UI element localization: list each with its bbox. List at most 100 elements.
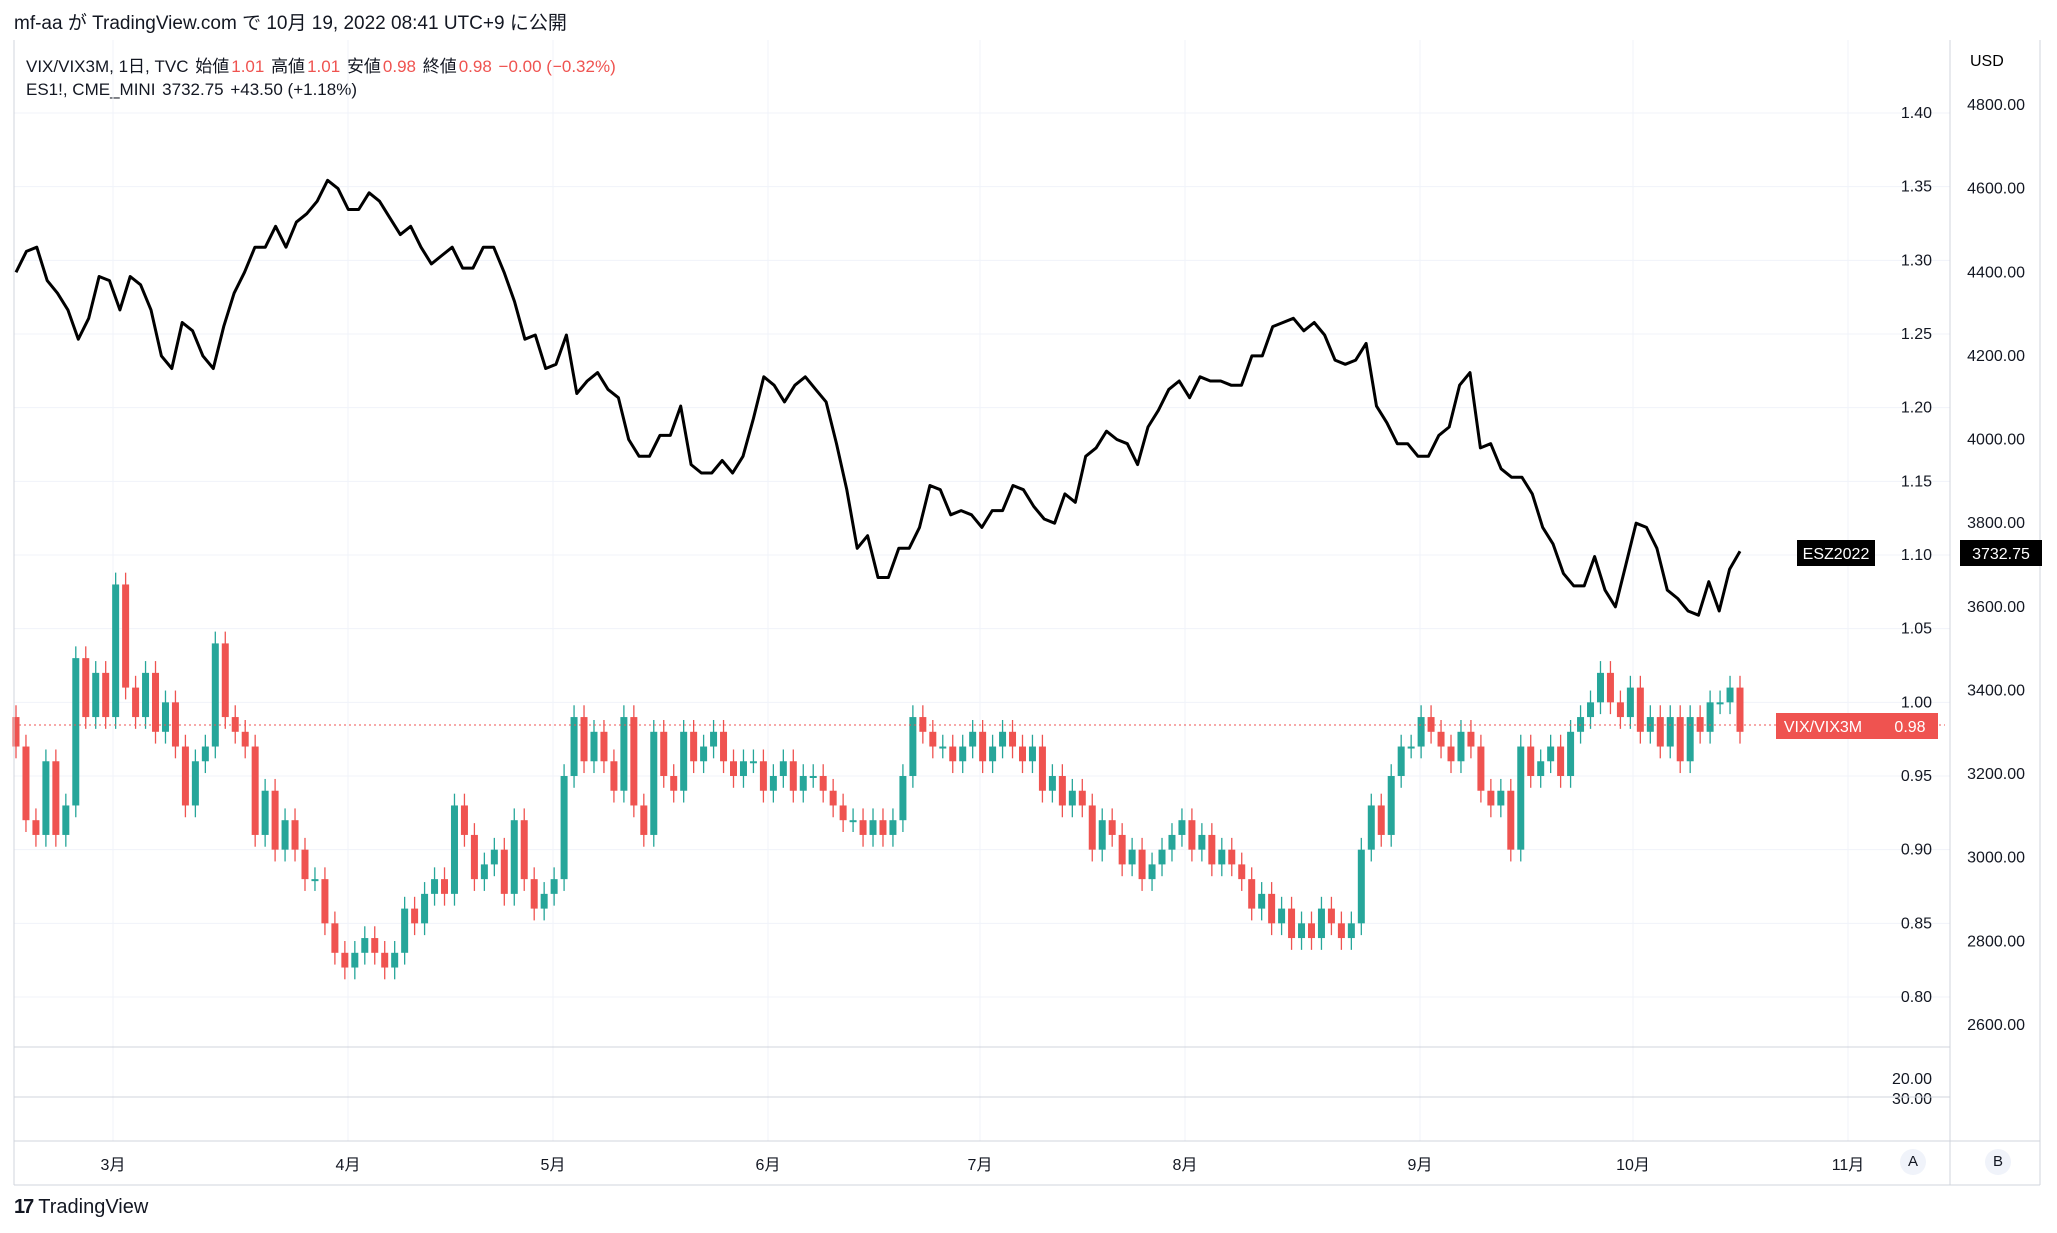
- usd-axis-label: 4600.00: [1967, 181, 2025, 198]
- candle-body: [261, 790, 269, 835]
- candle-body: [1447, 746, 1455, 762]
- candle-body: [1118, 834, 1126, 865]
- tradingview-logo[interactable]: 17 TradingView: [14, 1196, 148, 1219]
- candle-body: [660, 731, 668, 776]
- candle-body: [1337, 923, 1345, 939]
- candle-body: [1417, 717, 1425, 747]
- candle-body: [909, 717, 917, 776]
- candle-body: [690, 731, 698, 762]
- candle-body: [1407, 746, 1415, 749]
- candle-body: [1138, 849, 1146, 880]
- candle-body: [401, 908, 409, 953]
- candle-body: [1268, 893, 1276, 924]
- candle-body: [460, 805, 468, 835]
- vix-symbol: VIX/VIX3M, 1日, TVC: [26, 57, 189, 76]
- candle-body: [869, 820, 877, 835]
- candle-body: [1088, 805, 1096, 850]
- candle-body: [1656, 717, 1664, 747]
- log-scale-button[interactable]: B: [1985, 1149, 2011, 1175]
- vix-axis-label: 1.20: [1901, 400, 1932, 417]
- candle-body: [919, 717, 927, 732]
- candle-body: [849, 820, 857, 823]
- candle-body: [949, 746, 957, 762]
- lower-pane-axis-label: 30.00: [1892, 1091, 1932, 1108]
- es-last-value: 3732.75: [1972, 546, 2030, 563]
- candle-body: [839, 805, 847, 821]
- candle-body: [1128, 849, 1136, 865]
- vix-legend: VIX/VIX3M, 1日, TVC 始値 1.01 高値 1.01 安値 0.98 …: [26, 52, 618, 77]
- candle-body: [1487, 790, 1495, 806]
- usd-label: USD: [1970, 53, 2004, 70]
- candle-body: [52, 761, 60, 835]
- candle-body: [899, 776, 907, 821]
- candle-body: [62, 805, 70, 835]
- usd-axis-label: 2800.00: [1967, 933, 2025, 950]
- candle-body: [1587, 702, 1595, 718]
- candle-body: [1527, 746, 1535, 776]
- candle-body: [351, 952, 359, 968]
- candle-body: [341, 952, 349, 968]
- candle-body: [859, 820, 867, 835]
- usd-axis-label: 4200.00: [1967, 348, 2025, 365]
- candle-body: [590, 731, 598, 762]
- candle-body: [1467, 731, 1475, 747]
- candle-body: [1616, 702, 1624, 718]
- auto-scale-button[interactable]: A: [1900, 1149, 1926, 1175]
- candle-body: [1347, 923, 1355, 939]
- candle-body: [989, 746, 997, 762]
- candle-body: [889, 820, 897, 835]
- candle-body: [759, 761, 767, 791]
- candle-body: [251, 746, 259, 835]
- candle-body: [510, 820, 518, 894]
- time-axis-label: 4月: [336, 1157, 361, 1174]
- candle-body: [241, 731, 249, 747]
- es-legend: ES1!, CME_MINI 3732.75 +43.50 (+1.18%): [26, 80, 359, 100]
- candle-body: [142, 672, 150, 718]
- candle-body: [1198, 834, 1206, 850]
- es-change: +43.50 (+1.18%): [230, 80, 357, 99]
- candle-body: [630, 717, 638, 806]
- vix-axis-label: 0.90: [1901, 842, 1932, 859]
- usd-axis-label: 4800.00: [1967, 97, 2025, 114]
- candle-body: [520, 820, 528, 880]
- candle-body: [391, 952, 399, 968]
- candle-body: [1298, 923, 1306, 939]
- candle-body: [1218, 849, 1226, 865]
- vix-axis-label: 0.80: [1901, 989, 1932, 1006]
- lower-pane-axis-label: 20.00: [1892, 1071, 1932, 1088]
- candle-body: [480, 864, 488, 880]
- candle-body: [670, 776, 678, 791]
- candle-body: [680, 731, 688, 791]
- candle-body: [700, 746, 708, 762]
- candle-body: [929, 731, 937, 747]
- candle-body: [1596, 672, 1604, 703]
- candle-body: [749, 761, 757, 764]
- usd-axis-label: 3200.00: [1967, 766, 2025, 783]
- usd-axis-label: 2600.00: [1967, 1017, 2025, 1034]
- candle-body: [979, 731, 987, 762]
- candle-body: [331, 923, 339, 953]
- candle-body: [500, 849, 508, 894]
- vix-axis-label: 1.00: [1901, 694, 1932, 711]
- candle-body: [530, 879, 538, 909]
- usd-axis-label: 3800.00: [1967, 515, 2025, 532]
- candle-body: [1278, 908, 1286, 924]
- high-label: 高値: [271, 57, 306, 76]
- candle-body: [1258, 893, 1266, 909]
- vix-last-value: 0.98: [1894, 719, 1925, 736]
- candle-body: [540, 893, 548, 909]
- candle-body: [1048, 776, 1056, 791]
- candle-body: [171, 702, 179, 747]
- usd-axis-label: 3400.00: [1967, 682, 2025, 699]
- candle-body: [819, 776, 827, 791]
- candle-body: [1606, 672, 1614, 703]
- high-value: 1.01: [307, 57, 341, 76]
- candle-body: [1626, 687, 1634, 718]
- candle-body: [1018, 746, 1026, 762]
- usd-axis-label: 3000.00: [1967, 850, 2025, 867]
- candle-body: [1457, 731, 1465, 762]
- candle-body: [1248, 879, 1256, 909]
- usd-axis-label: 3600.00: [1967, 599, 2025, 616]
- candle-body: [92, 672, 100, 718]
